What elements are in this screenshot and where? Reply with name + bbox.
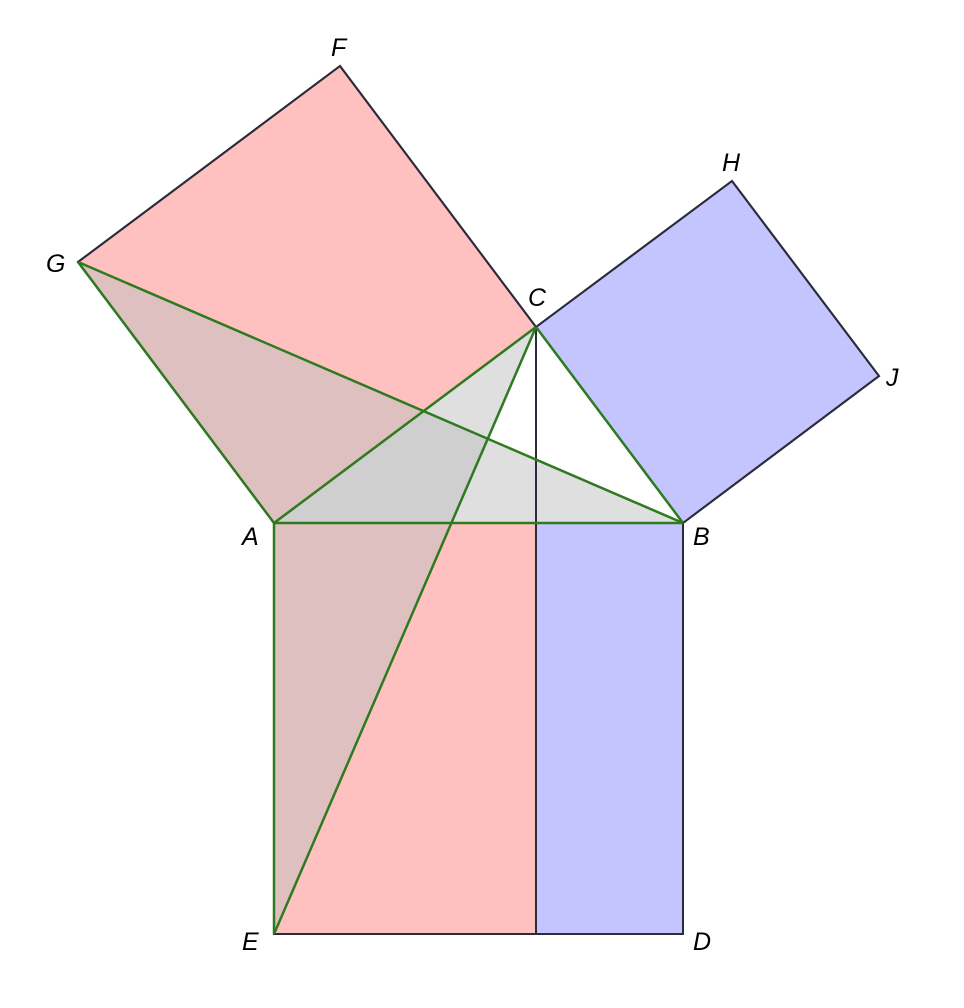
outline-abde — [274, 523, 684, 935]
rectangle-right-of-altitude — [535, 522, 684, 935]
label-a: A — [240, 523, 259, 551]
line-ce — [272, 326, 538, 935]
label-h: H — [722, 149, 741, 177]
label-g: G — [46, 250, 65, 278]
label-e: E — [242, 928, 259, 956]
line-ag — [77, 261, 275, 524]
label-j: J — [885, 364, 899, 392]
line-ac — [273, 325, 537, 525]
construction-lines — [77, 260, 684, 935]
line-bc — [535, 326, 684, 524]
outline-bchj — [535, 179, 881, 524]
label-b: B — [693, 523, 710, 551]
label-c: C — [528, 284, 547, 312]
label-f: F — [331, 34, 348, 62]
label-d: D — [693, 928, 711, 956]
line-gb — [77, 260, 684, 525]
